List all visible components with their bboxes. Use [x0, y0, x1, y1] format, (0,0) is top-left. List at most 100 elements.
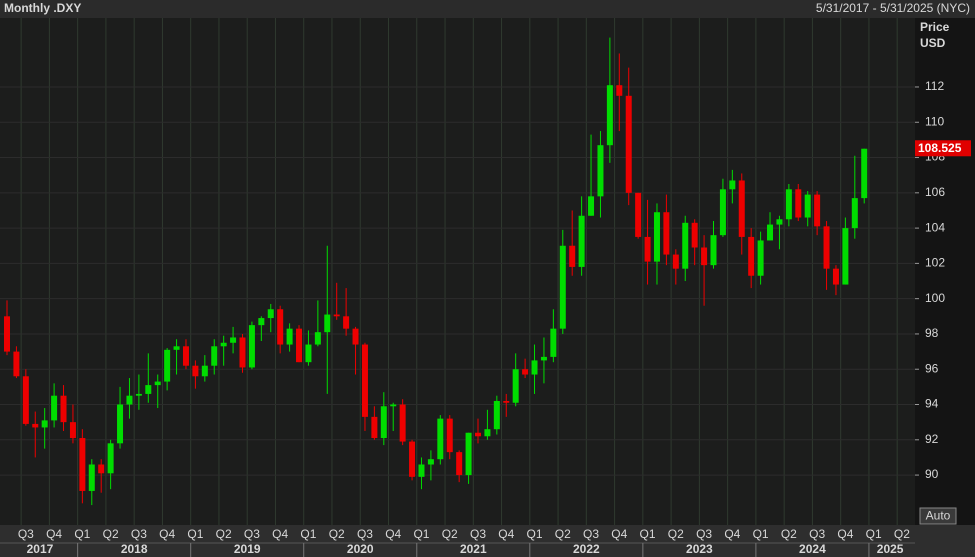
candle-body [663, 212, 670, 255]
candle-body [644, 236, 651, 262]
candle-body [135, 393, 142, 396]
y-tick-label: 102 [925, 256, 945, 270]
candle-body [748, 236, 755, 276]
candle-body [13, 351, 20, 377]
year-label: 2025 [877, 542, 904, 556]
candle-body [60, 395, 67, 423]
y-tick-label: 94 [925, 397, 939, 411]
y-tick-label: 112 [925, 79, 944, 93]
y-axis-label: Price [920, 20, 950, 34]
candle-body [192, 365, 199, 377]
date-range: 5/31/2017 - 5/31/2025 (NYC) [816, 1, 970, 15]
x-tick-label: Q4 [837, 527, 853, 541]
year-label: 2018 [121, 542, 148, 556]
x-tick-label: Q4 [611, 527, 627, 541]
last-price-box [915, 140, 971, 157]
candle-body [361, 344, 368, 417]
candle-body [851, 198, 858, 229]
candle-body [616, 85, 623, 96]
candle-body [390, 404, 397, 407]
candle-body [69, 422, 76, 439]
x-tick-label: Q2 [781, 527, 797, 541]
plot-area [0, 18, 915, 525]
candle-body [248, 325, 255, 368]
candle-body [757, 240, 764, 276]
candle-body [606, 85, 613, 146]
candle-body [211, 346, 218, 366]
x-tick-label: Q3 [357, 527, 373, 541]
x-tick-label: Q2 [442, 527, 458, 541]
candle-body [286, 328, 293, 345]
candle-body [861, 148, 868, 199]
x-tick-label: Q1 [640, 527, 656, 541]
year-label: 2017 [27, 542, 54, 556]
candle-body [145, 385, 152, 394]
y-axis-label: USD [920, 36, 946, 50]
candle-body [333, 314, 340, 317]
x-tick-label: Q4 [724, 527, 740, 541]
candle-body [701, 247, 708, 266]
year-label: 2022 [573, 542, 600, 556]
y-tick-label: 90 [925, 467, 939, 481]
candle-body [107, 443, 114, 474]
x-tick-label: Q3 [696, 527, 712, 541]
year-label: 2023 [686, 542, 713, 556]
candle-body [540, 356, 547, 361]
candle-body [456, 452, 463, 476]
candle-body [343, 316, 350, 329]
candle-body [4, 316, 10, 352]
candle-body [767, 224, 774, 241]
candle-body [79, 438, 86, 491]
candle-body [437, 418, 444, 460]
candle-body [795, 189, 802, 218]
y-tick-label: 110 [925, 114, 944, 128]
x-tick-label: Q3 [583, 527, 599, 541]
candle-body [635, 192, 642, 237]
candle-body [804, 194, 811, 218]
candle-body [691, 222, 698, 248]
x-tick-label: Q2 [329, 527, 345, 541]
x-tick-label: Q1 [753, 527, 769, 541]
candle-body [559, 245, 566, 329]
year-label: 2024 [799, 542, 826, 556]
x-tick-label: Q2 [894, 527, 910, 541]
last-price-label: 108.525 [918, 141, 962, 155]
candle-body [98, 464, 105, 474]
x-tick-label: Q4 [46, 527, 62, 541]
x-tick-label: Q4 [498, 527, 514, 541]
candle-body [832, 268, 839, 285]
candle-body [258, 318, 265, 326]
candle-body [41, 420, 48, 428]
candle-body [785, 189, 792, 220]
x-tick-label: Q4 [272, 527, 288, 541]
x-axis-area [0, 525, 975, 557]
x-tick-label: Q2 [555, 527, 571, 541]
x-tick-label: Q3 [244, 527, 260, 541]
candle-body [738, 180, 745, 237]
candle-body [201, 365, 208, 377]
auto-button-label[interactable]: Auto [926, 509, 951, 523]
auto-button[interactable] [919, 507, 957, 525]
candle-body [531, 360, 538, 375]
x-tick-label: Q4 [385, 527, 401, 541]
candle-body [719, 189, 726, 236]
candle-body [729, 180, 736, 190]
y-tick-label: 104 [925, 220, 945, 234]
candle-body [493, 400, 500, 430]
candle-body [776, 219, 783, 225]
candle-body [823, 226, 830, 269]
candle-body [418, 464, 425, 477]
candle-body [352, 328, 359, 345]
chart-title: Monthly .DXY [4, 1, 81, 15]
candle-body [239, 337, 246, 368]
candle-body [296, 328, 303, 363]
candle-body [569, 245, 576, 267]
x-tick-label: Q1 [74, 527, 90, 541]
candle-body [842, 228, 849, 285]
x-tick-label: Q1 [866, 527, 882, 541]
candle-body [522, 369, 529, 375]
candle-body [597, 145, 604, 197]
candle-body [154, 381, 161, 386]
